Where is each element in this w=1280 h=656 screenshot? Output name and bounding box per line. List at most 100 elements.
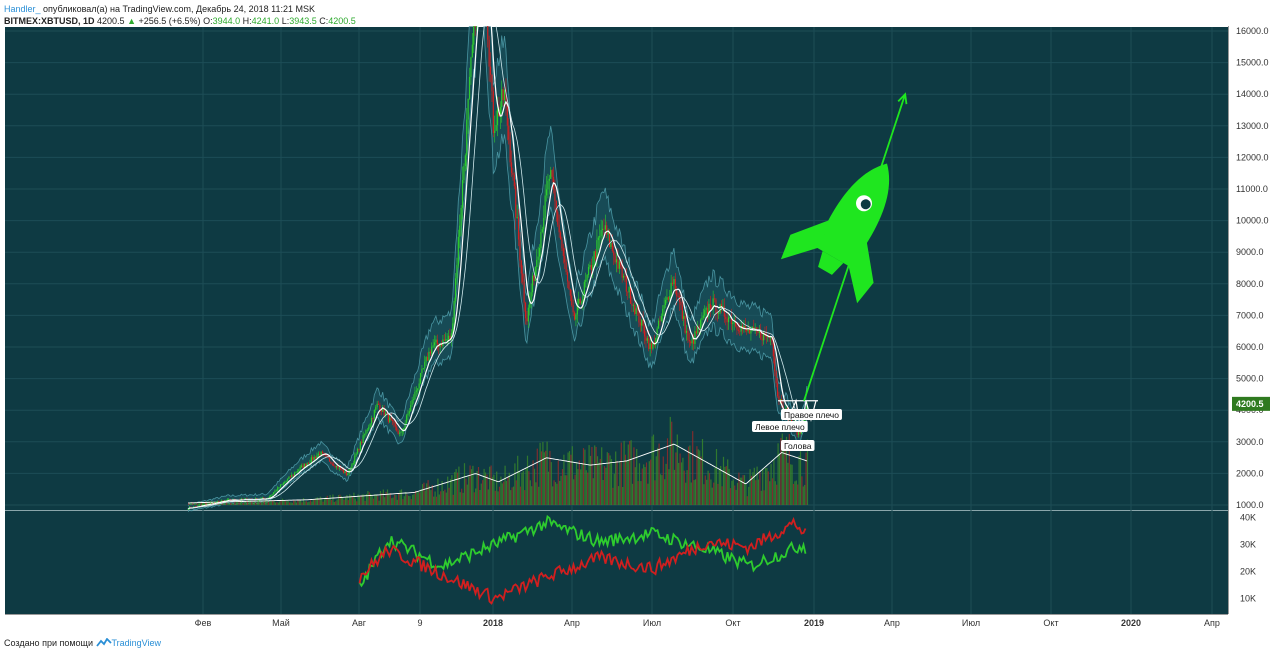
candle-body xyxy=(526,318,528,322)
candle-body xyxy=(382,407,384,412)
candle-body xyxy=(288,476,290,479)
candle-body xyxy=(338,467,340,469)
candle-body xyxy=(572,305,574,313)
volume-bar xyxy=(458,466,460,505)
candle-body xyxy=(428,351,430,361)
volume-bar xyxy=(770,464,772,505)
candle-body xyxy=(695,331,697,334)
volume-bar xyxy=(405,492,407,505)
volume-bar xyxy=(356,501,358,505)
candle-body xyxy=(509,139,511,163)
volume-bar xyxy=(620,442,622,505)
candle-body xyxy=(536,259,538,267)
volume-bar xyxy=(421,484,424,505)
candle-body xyxy=(361,442,363,444)
author-link[interactable]: Handler_ xyxy=(4,4,41,14)
candle-body xyxy=(740,325,742,332)
volume-bar xyxy=(540,451,543,505)
candle-body xyxy=(690,341,692,344)
volume-bar xyxy=(267,501,270,505)
volume-bar xyxy=(601,447,603,505)
candle-body xyxy=(797,431,800,435)
volume-bar xyxy=(781,433,783,505)
right-shoulder-label-box xyxy=(781,409,842,420)
volume-bar xyxy=(470,469,473,505)
volume-bar xyxy=(475,488,477,505)
candle-body xyxy=(635,308,637,314)
volume-bar xyxy=(560,475,562,505)
candle-body xyxy=(330,461,332,464)
volume-bar xyxy=(293,500,295,505)
volume-bar xyxy=(428,485,431,505)
candle-body xyxy=(380,410,382,412)
candle-body xyxy=(453,300,455,324)
volume-bar xyxy=(727,459,729,505)
volume-bar xyxy=(610,459,613,505)
volume-bar xyxy=(655,456,657,505)
volume-bar xyxy=(612,487,614,505)
volume-bar xyxy=(641,468,643,505)
volume-bar xyxy=(615,451,617,505)
footer: Создано при помощи TradingView xyxy=(4,637,162,648)
candle-body xyxy=(622,275,625,278)
candle-body xyxy=(671,282,674,285)
volume-bar xyxy=(438,494,440,505)
candle-body xyxy=(599,235,601,238)
volume-bar xyxy=(426,483,428,505)
time-axis[interactable]: Фев Май Авг 9 2018 Апр Июл Окт 2019 Апр Июл Окт 2020… xyxy=(195,618,1220,628)
time-tick-label: Июл xyxy=(643,618,661,628)
volume-bar xyxy=(459,492,461,505)
candle-body xyxy=(417,388,419,391)
time-tick-label: Апр xyxy=(1204,618,1220,628)
volume-bar xyxy=(232,503,235,505)
volume-bar xyxy=(456,472,459,505)
volume-bar xyxy=(274,502,277,505)
high-label: H: xyxy=(242,16,252,26)
volume-bar xyxy=(573,479,575,505)
volume-bar xyxy=(398,493,400,505)
candle-body xyxy=(699,319,702,329)
volume-bar xyxy=(587,472,589,505)
volume-bar xyxy=(769,481,771,505)
indicator-tick-label: 20K xyxy=(1240,566,1256,576)
volume-bar xyxy=(686,470,688,505)
volume-bar xyxy=(389,493,391,505)
price-tick-label: 9000.0 xyxy=(1236,247,1264,257)
volume-bar xyxy=(771,478,774,505)
volume-bar xyxy=(792,483,795,505)
volume-bar xyxy=(500,476,502,505)
low-label: L: xyxy=(281,16,290,26)
candle-body xyxy=(610,243,612,247)
volume-bar xyxy=(568,451,571,505)
price-tick-label: 14000.0 xyxy=(1236,89,1269,99)
price-chart[interactable]: Левое плечо Правое плечо Голова 16000.0 150… xyxy=(0,26,1280,630)
volume-bar xyxy=(239,500,242,505)
candle-body xyxy=(746,327,748,332)
candle-body xyxy=(291,474,293,478)
volume-bar xyxy=(662,456,664,505)
volume-bar xyxy=(494,490,496,505)
volume-bar xyxy=(465,478,467,505)
candle-body xyxy=(347,474,349,476)
volume-bar xyxy=(524,490,526,505)
price-axis[interactable]: 16000.0 15000.0 14000.0 13000.0 12000.0 11000… xyxy=(1232,26,1270,603)
volume-bar xyxy=(440,491,442,505)
candle-body xyxy=(548,178,550,181)
volume-bar xyxy=(713,482,715,505)
volume-bar xyxy=(645,462,648,505)
candle-body xyxy=(538,247,541,257)
candle-body xyxy=(573,312,576,320)
rocket-right-fin xyxy=(848,239,874,304)
candle-body xyxy=(387,413,389,422)
time-tick-label: 2018 xyxy=(483,618,503,628)
candle-body xyxy=(656,328,658,338)
volume-bar xyxy=(312,499,314,505)
volume-bar xyxy=(354,498,356,505)
candle-body xyxy=(568,281,570,289)
candle-body xyxy=(344,471,346,473)
footer-brand[interactable]: TradingView xyxy=(111,638,162,648)
candle-body xyxy=(541,229,543,232)
candle-body xyxy=(396,426,398,431)
volume-bar xyxy=(693,480,695,505)
candle-body xyxy=(475,26,478,27)
